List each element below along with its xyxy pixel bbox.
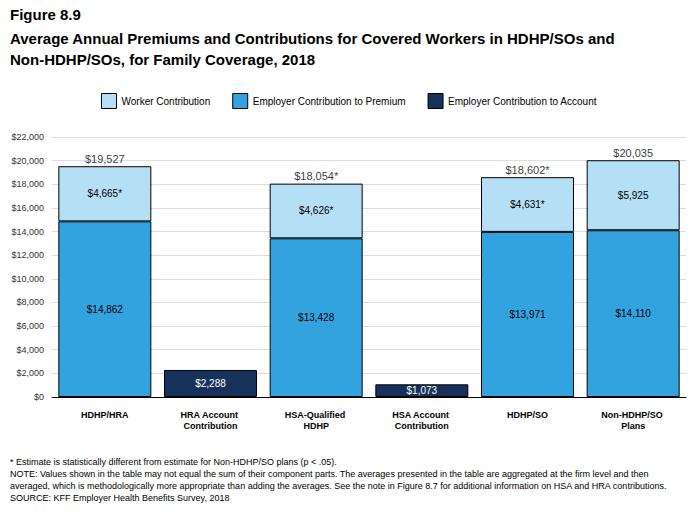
svg-text:Worker Contribution: Worker Contribution [121, 96, 210, 107]
svg-text:$22,000: $22,000 [11, 132, 44, 142]
svg-text:$16,000: $16,000 [11, 203, 44, 213]
svg-text:$4,000: $4,000 [16, 345, 44, 355]
svg-text:HSA Account: HSA Account [392, 410, 451, 420]
svg-text:$5,925: $5,925 [618, 190, 649, 201]
svg-text:HDHP/HRA: HDHP/HRA [81, 410, 129, 420]
svg-text:$2,000: $2,000 [16, 368, 44, 378]
svg-text:$20,000: $20,000 [11, 156, 44, 166]
html-text:Average Annual Premiums and Co: Average Annual Premiums and Contribution… [10, 30, 615, 68]
html-text:NOTE: Values shown in the tabl: NOTE: Values shown in the table may not … [10, 469, 667, 491]
svg-text:Non-HDHP/SO: Non-HDHP/SO [601, 410, 665, 420]
svg-text:$14,862: $14,862 [87, 304, 124, 315]
svg-text:HRA Account: HRA Account [181, 410, 241, 420]
svg-text:$0: $0 [34, 392, 44, 402]
svg-text:HDHP: HDHP [303, 421, 329, 431]
svg-text:Contribution: Contribution [395, 421, 449, 431]
svg-text:$8,000: $8,000 [16, 297, 44, 307]
svg-text:Contribution: Contribution [184, 421, 238, 431]
svg-text:Plans: Plans [621, 421, 645, 431]
svg-text:$10,000: $10,000 [11, 274, 44, 284]
svg-text:$18,602*: $18,602* [505, 164, 550, 176]
svg-text:$2,288: $2,288 [195, 378, 226, 389]
svg-text:$18,054*: $18,054* [294, 170, 339, 182]
svg-text:$4,626*: $4,626* [299, 205, 334, 216]
svg-text:$1,073: $1,073 [407, 385, 438, 396]
svg-text:$13,428: $13,428 [298, 312, 335, 323]
svg-text:$20,035: $20,035 [613, 147, 653, 159]
html-text:Figure 8.9: Figure 8.9 [10, 6, 81, 23]
svg-text:$14,110: $14,110 [615, 308, 651, 319]
svg-text:$18,000: $18,000 [11, 179, 44, 189]
svg-text:$13,971: $13,971 [509, 309, 546, 320]
svg-text:$6,000: $6,000 [16, 321, 44, 331]
svg-text:HDHP/SO: HDHP/SO [507, 410, 548, 420]
svg-text:Employer Contribution to Accou: Employer Contribution to Account [448, 96, 597, 107]
svg-text:Employer Contribution to Premi: Employer Contribution to Premium [253, 96, 406, 107]
svg-text:HSA-Qualified: HSA-Qualified [285, 410, 348, 420]
svg-text:$4,631*: $4,631* [510, 199, 545, 210]
svg-text:$12,000: $12,000 [11, 250, 44, 260]
svg-text:$14,000: $14,000 [11, 227, 44, 237]
svg-text:$19,527: $19,527 [85, 153, 125, 165]
html-text:* Estimate is statistically di: * Estimate is statistically different fr… [10, 457, 337, 467]
html-text:SOURCE: KFF Employer Health Be: SOURCE: KFF Employer Health Benefits Sur… [10, 493, 230, 503]
svg-text:$4,665*: $4,665* [88, 188, 123, 199]
